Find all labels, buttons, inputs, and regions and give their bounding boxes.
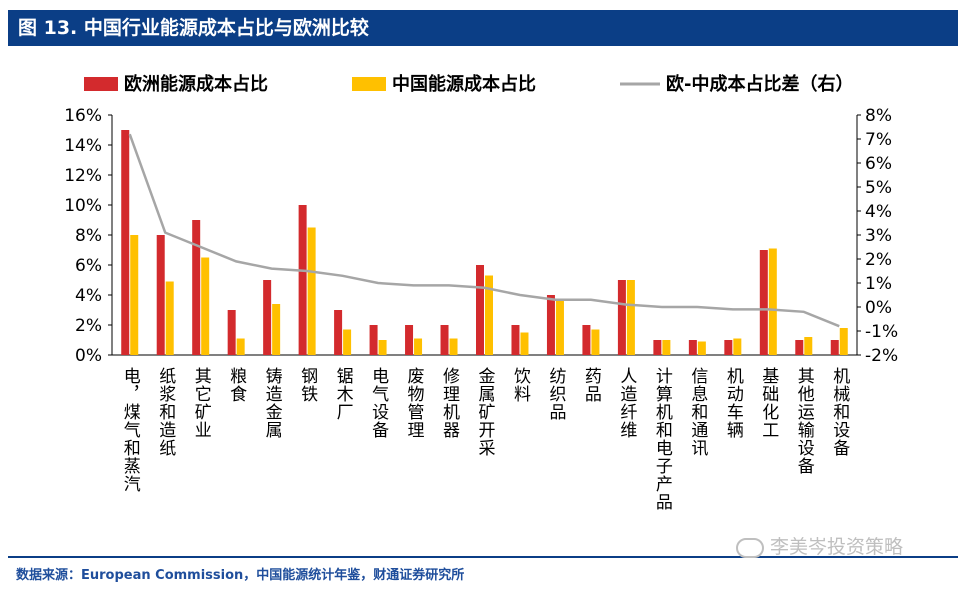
x-category-label: 人造纤维	[616, 367, 637, 439]
legend-label-eu: 欧洲能源成本占比	[124, 73, 268, 95]
x-category-label: 铸造金属	[262, 367, 283, 439]
legend-label-cn: 中国能源成本占比	[392, 73, 536, 95]
bar-eu	[688, 340, 697, 355]
bar-cn	[555, 301, 564, 355]
y-left-tick-label: 16%	[64, 106, 102, 126]
y-right-tick-label: 5%	[865, 178, 892, 198]
bar-cn	[662, 340, 671, 355]
x-category-label: 药品	[581, 367, 602, 403]
y-left-tick-label: 12%	[64, 166, 102, 186]
x-category-label: 机械和设备	[829, 367, 850, 457]
x-category-label: 其他运输设备	[794, 367, 815, 475]
y-right-tick-label: 6%	[865, 154, 892, 174]
y-left-tick-label: 10%	[64, 196, 102, 216]
bar-eu	[334, 310, 343, 355]
y-left-tick-label: 2%	[75, 316, 102, 336]
bar-eu	[617, 280, 626, 355]
x-category-label: 钢铁	[297, 367, 318, 403]
x-category-label: 修理机器	[439, 367, 460, 439]
bar-cn	[697, 341, 706, 355]
bar-eu	[759, 250, 768, 355]
bar-cn	[485, 275, 493, 355]
bar-eu	[156, 235, 165, 355]
bar-cn	[520, 332, 529, 355]
y-right-tick-label: 4%	[865, 202, 892, 222]
bar-eu	[369, 325, 378, 355]
x-category-label: 基础化工	[758, 367, 779, 439]
x-category-label: 粮食	[226, 367, 247, 403]
bar-cn	[378, 340, 387, 355]
bar-eu	[795, 340, 804, 355]
y-left-tick-label: 6%	[75, 256, 102, 276]
bar-cn	[414, 338, 423, 355]
watermark-text: 李美岑投资策略	[770, 536, 904, 558]
bar-eu	[192, 220, 201, 355]
x-category-label: 纺织品	[545, 367, 566, 421]
bar-cn	[768, 248, 777, 355]
bar-cn	[272, 304, 281, 355]
y-left-tick-label: 8%	[75, 226, 102, 246]
y-right-tick-label: 8%	[865, 106, 892, 126]
x-category-label: 金属矿开采	[475, 367, 496, 457]
bar-cn	[165, 281, 174, 355]
bar-eu	[440, 325, 449, 355]
bar-eu	[653, 340, 662, 355]
bar-eu	[476, 265, 484, 355]
energy-cost-chart: 0% 2% 4% 6% 8% 10% 12% 14% 16% -2% -1% 0% 1% 2% 3% 4% 5%…	[64, 73, 898, 511]
bar-cn	[591, 329, 600, 355]
x-category-label: 电气设备	[368, 367, 389, 439]
x-category-label: 信息和通讯	[687, 367, 708, 457]
y-right-tick-label: 1%	[865, 274, 892, 294]
x-category-label: 饮料	[510, 367, 531, 403]
y-right-tick-label: 7%	[865, 130, 892, 150]
bar-eu	[121, 130, 130, 355]
bar-cn	[307, 227, 316, 355]
bar-cn	[236, 338, 245, 355]
figure-title-bar: 图 13. 中国行业能源成本占比与欧洲比较	[8, 10, 958, 46]
x-category-label: 其它矿业	[191, 367, 212, 439]
y-right-tick-label: 0%	[865, 298, 892, 318]
x-category-label: 电，煤气和蒸汽	[120, 367, 141, 493]
bar-eu	[298, 205, 307, 355]
legend-swatch-eu	[84, 77, 118, 91]
line-eu-cn-diff	[128, 133, 840, 328]
y-left-tick-label: 14%	[64, 136, 102, 156]
bar-eu	[227, 310, 236, 355]
x-category-label: 纸浆和造纸	[155, 367, 176, 457]
legend-swatch-cn	[352, 77, 386, 91]
bar-eu	[263, 280, 272, 355]
y-left-tick-label: 4%	[75, 286, 102, 306]
bar-cn	[626, 280, 635, 355]
bar-cn	[130, 235, 139, 355]
wechat-icon	[736, 537, 764, 558]
bar-eu	[405, 325, 414, 355]
figure-title: 图 13. 中国行业能源成本占比与欧洲比较	[18, 17, 369, 39]
y-right-tick-label: 2%	[865, 250, 892, 270]
footer-divider	[8, 556, 958, 558]
y-right-tick-label: 3%	[865, 226, 892, 246]
bar-eu	[830, 340, 839, 355]
data-source-note: 数据来源：European Commission，中国能源统计年鉴，财通证券研究…	[16, 568, 465, 583]
bar-cn	[839, 328, 848, 355]
legend-label-diff: 欧-中成本占比差（右）	[666, 73, 853, 95]
y-right-tick-label: -2%	[865, 346, 898, 366]
bar-cn	[804, 337, 813, 355]
bar-eu	[511, 325, 520, 355]
bar-cn	[201, 257, 210, 355]
bar-cn	[449, 338, 458, 355]
y-right-tick-label: -1%	[865, 322, 898, 342]
bar-eu	[724, 340, 733, 355]
y-left-tick-label: 0%	[75, 346, 102, 366]
watermark: 李美岑投资策略	[736, 532, 903, 559]
x-category-label: 锯木厂	[333, 367, 354, 421]
x-category-label: 计算机和电子产品	[652, 367, 673, 511]
x-category-label: 机动车辆	[723, 367, 744, 439]
bar-cn	[343, 329, 352, 355]
bar-eu	[582, 325, 591, 355]
x-category-label: 废物管理	[404, 367, 425, 439]
bar-eu	[546, 295, 555, 355]
bar-cn	[733, 338, 742, 355]
